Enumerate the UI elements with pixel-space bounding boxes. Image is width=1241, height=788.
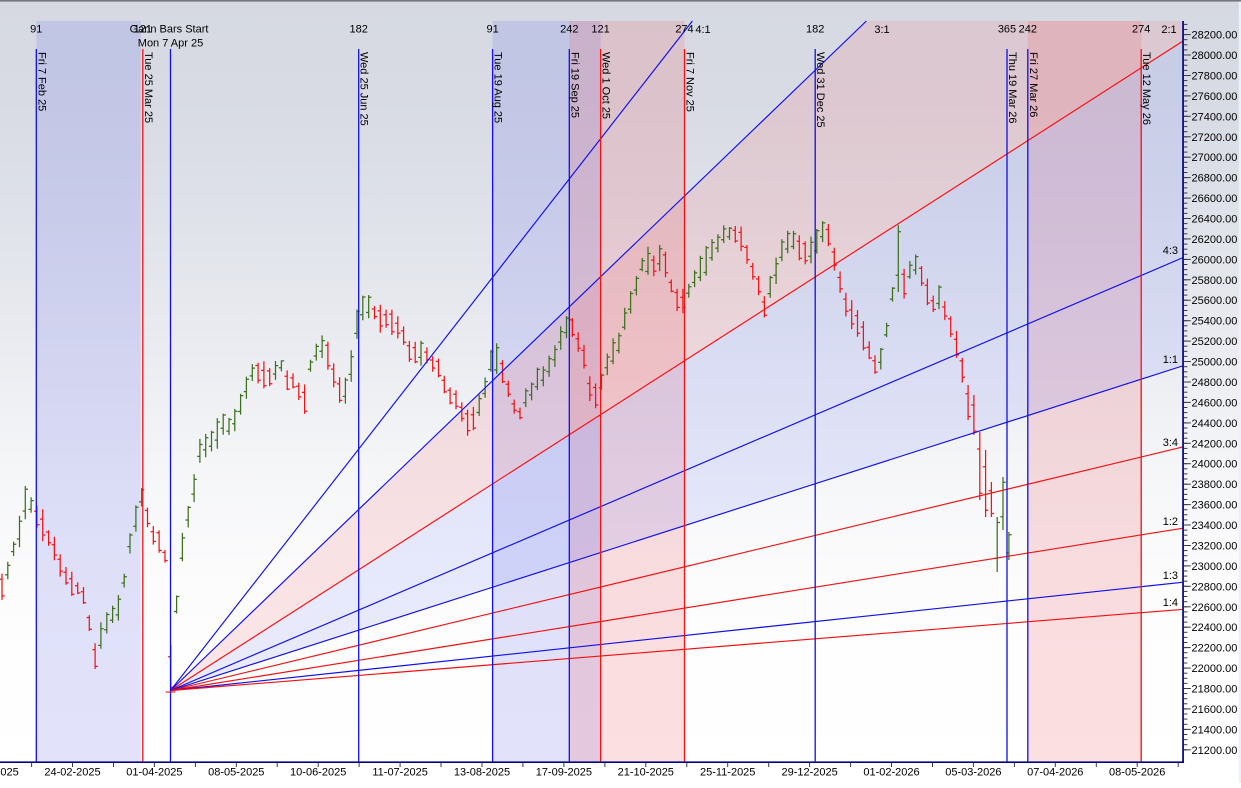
- svg-text:Wed 31 Dec 25: Wed 31 Dec 25: [814, 52, 826, 128]
- svg-text:24200.00: 24200.00: [1192, 438, 1238, 450]
- svg-text:21800.00: 21800.00: [1192, 684, 1238, 696]
- svg-text:10-06-2025: 10-06-2025: [290, 767, 346, 779]
- svg-text:1:2: 1:2: [1163, 516, 1178, 528]
- svg-text:365: 365: [998, 24, 1016, 36]
- svg-text:25600.00: 25600.00: [1192, 295, 1238, 307]
- svg-text:24600.00: 24600.00: [1192, 397, 1238, 409]
- svg-text:Fri 19 Sep 25: Fri 19 Sep 25: [568, 52, 580, 118]
- svg-text:26800.00: 26800.00: [1192, 173, 1238, 185]
- svg-text:24800.00: 24800.00: [1192, 377, 1238, 389]
- svg-text:27400.00: 27400.00: [1192, 111, 1238, 123]
- svg-text:Wed 1 Oct 25: Wed 1 Oct 25: [600, 52, 612, 119]
- svg-text:27600.00: 27600.00: [1192, 91, 1238, 103]
- svg-text:08-05-2025: 08-05-2025: [208, 767, 264, 779]
- svg-text:24000.00: 24000.00: [1192, 459, 1238, 471]
- svg-text:27000.00: 27000.00: [1192, 152, 1238, 164]
- svg-text:Gann Bars Start: Gann Bars Start: [130, 24, 209, 36]
- svg-text:26400.00: 26400.00: [1192, 214, 1238, 226]
- svg-text:182: 182: [350, 24, 368, 36]
- svg-text:22800.00: 22800.00: [1192, 581, 1238, 593]
- svg-text:22200.00: 22200.00: [1192, 643, 1238, 655]
- svg-text:21400.00: 21400.00: [1192, 724, 1238, 736]
- svg-text:91: 91: [30, 24, 42, 36]
- svg-text:20-01-2025: 20-01-2025: [0, 767, 19, 779]
- svg-text:27800.00: 27800.00: [1192, 71, 1238, 83]
- svg-text:Thu 19 Mar 26: Thu 19 Mar 26: [1006, 52, 1018, 124]
- svg-text:91: 91: [486, 24, 498, 36]
- svg-text:274: 274: [675, 24, 693, 36]
- svg-text:182: 182: [806, 24, 824, 36]
- svg-text:242: 242: [1019, 24, 1037, 36]
- svg-text:3:4: 3:4: [1163, 437, 1178, 449]
- svg-text:21-10-2025: 21-10-2025: [618, 767, 674, 779]
- svg-text:28200.00: 28200.00: [1192, 30, 1238, 42]
- svg-text:24-02-2025: 24-02-2025: [44, 767, 100, 779]
- svg-text:Tue 19 Aug 25: Tue 19 Aug 25: [492, 52, 504, 123]
- svg-text:Mon 7 Apr 25: Mon 7 Apr 25: [138, 38, 203, 50]
- svg-text:25800.00: 25800.00: [1192, 275, 1238, 287]
- svg-text:23600.00: 23600.00: [1192, 500, 1238, 512]
- svg-text:22600.00: 22600.00: [1192, 602, 1238, 614]
- svg-text:22000.00: 22000.00: [1192, 663, 1238, 675]
- svg-text:1:4: 1:4: [1163, 597, 1178, 609]
- svg-text:26000.00: 26000.00: [1192, 254, 1238, 266]
- svg-text:29-12-2025: 29-12-2025: [781, 767, 837, 779]
- svg-text:22400.00: 22400.00: [1192, 622, 1238, 634]
- svg-text:08-05-2026: 08-05-2026: [1109, 767, 1165, 779]
- svg-text:24400.00: 24400.00: [1192, 418, 1238, 430]
- svg-text:28000.00: 28000.00: [1192, 50, 1238, 62]
- svg-text:274: 274: [1132, 24, 1150, 36]
- svg-text:23400.00: 23400.00: [1192, 520, 1238, 532]
- svg-text:25200.00: 25200.00: [1192, 336, 1238, 348]
- svg-text:26200.00: 26200.00: [1192, 234, 1238, 246]
- svg-text:121: 121: [134, 24, 152, 36]
- svg-text:Tue 12 May 26: Tue 12 May 26: [1140, 52, 1152, 125]
- svg-text:25000.00: 25000.00: [1192, 357, 1238, 369]
- svg-text:Wed 25 Jun 25: Wed 25 Jun 25: [358, 52, 370, 126]
- svg-text:Tue 25 Mar 25: Tue 25 Mar 25: [142, 52, 154, 123]
- svg-text:121: 121: [591, 24, 609, 36]
- svg-text:01-04-2025: 01-04-2025: [126, 767, 182, 779]
- svg-text:21600.00: 21600.00: [1192, 704, 1238, 716]
- svg-text:242: 242: [560, 24, 578, 36]
- svg-text:23800.00: 23800.00: [1192, 479, 1238, 491]
- svg-text:Fri 27 Mar 26: Fri 27 Mar 26: [1027, 52, 1039, 117]
- svg-text:25400.00: 25400.00: [1192, 316, 1238, 328]
- svg-text:Fri 7 Nov 25: Fri 7 Nov 25: [684, 52, 696, 112]
- svg-text:1:1: 1:1: [1163, 354, 1178, 366]
- svg-text:05-03-2026: 05-03-2026: [945, 767, 1001, 779]
- svg-text:11-07-2025: 11-07-2025: [372, 767, 427, 779]
- svg-text:4:1: 4:1: [695, 24, 710, 36]
- svg-text:2:1: 2:1: [1161, 24, 1176, 36]
- svg-text:01-02-2026: 01-02-2026: [863, 767, 919, 779]
- svg-text:Fri 7 Feb 25: Fri 7 Feb 25: [35, 52, 47, 111]
- svg-text:1:3: 1:3: [1163, 570, 1178, 582]
- svg-text:21200.00: 21200.00: [1192, 745, 1238, 757]
- svg-text:26600.00: 26600.00: [1192, 193, 1238, 205]
- svg-text:07-04-2026: 07-04-2026: [1027, 767, 1083, 779]
- svg-text:25-11-2025: 25-11-2025: [700, 767, 755, 779]
- svg-text:23000.00: 23000.00: [1192, 561, 1238, 573]
- svg-text:17-09-2025: 17-09-2025: [536, 767, 592, 779]
- svg-text:23200.00: 23200.00: [1192, 541, 1238, 553]
- svg-text:27200.00: 27200.00: [1192, 132, 1238, 144]
- svg-text:3:1: 3:1: [874, 24, 889, 36]
- svg-text:13-08-2025: 13-08-2025: [454, 767, 510, 779]
- svg-text:4:3: 4:3: [1163, 245, 1178, 257]
